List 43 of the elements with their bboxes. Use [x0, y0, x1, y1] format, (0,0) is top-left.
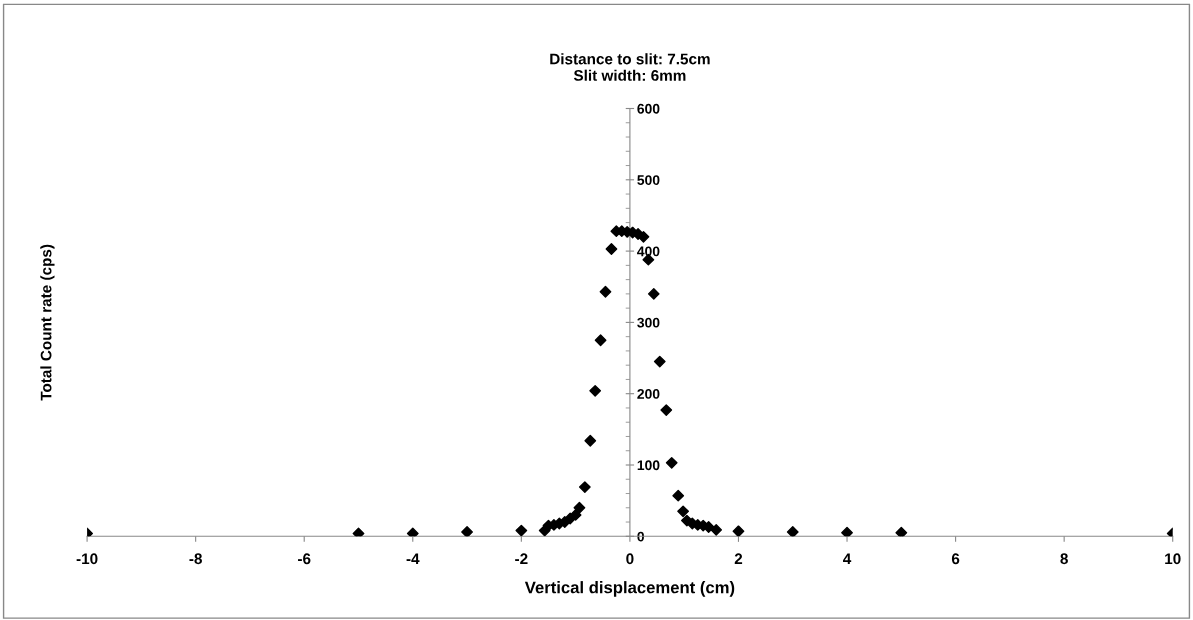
- x-tick-label: -4: [406, 553, 420, 565]
- y-tick-label: 200: [637, 389, 660, 399]
- point: [406, 527, 419, 537]
- point: [895, 526, 908, 537]
- point: [660, 404, 673, 416]
- x-tick-label: 6: [951, 553, 960, 565]
- x-tick-label: 0: [626, 553, 634, 565]
- y-tick-label: 600: [637, 103, 660, 114]
- x-tick-label: -2: [515, 553, 528, 565]
- point: [665, 456, 678, 469]
- y-tick-label: 300: [637, 317, 660, 328]
- point: [786, 526, 799, 537]
- x-tick-label: -8: [189, 553, 202, 565]
- chart-title: Distance to slit: 7.5cm Slit width: 6mm: [550, 53, 710, 81]
- x-axis-title: Vertical displacement (cm): [524, 581, 735, 597]
- point: [594, 334, 607, 347]
- y-tick-label: 0: [637, 531, 644, 542]
- y-tick-label: 100: [637, 460, 660, 471]
- point: [578, 481, 591, 493]
- point: [653, 355, 666, 368]
- x-tick-label: 4: [843, 553, 852, 565]
- point: [515, 524, 528, 537]
- point: [461, 526, 473, 537]
- point: [672, 489, 685, 502]
- point: [573, 501, 586, 514]
- x-tick-label: -6: [298, 553, 311, 565]
- x-tick-label: 2: [734, 553, 743, 565]
- y-tick-label: 500: [637, 175, 660, 185]
- x-tick-label: 8: [1060, 553, 1068, 565]
- point: [605, 243, 618, 255]
- point: [677, 505, 689, 518]
- point: [710, 523, 723, 536]
- point: [841, 526, 853, 537]
- point: [589, 384, 602, 397]
- x-tick-label: 10: [1165, 553, 1181, 565]
- y-tick-label: 400: [637, 246, 660, 257]
- x-tick-label: -10: [76, 553, 98, 565]
- point: [599, 285, 612, 298]
- point: [352, 527, 365, 537]
- point: [584, 434, 597, 447]
- point: [647, 287, 660, 300]
- point: [732, 525, 745, 537]
- y-axis-title: Total Count rate (cps): [40, 244, 55, 401]
